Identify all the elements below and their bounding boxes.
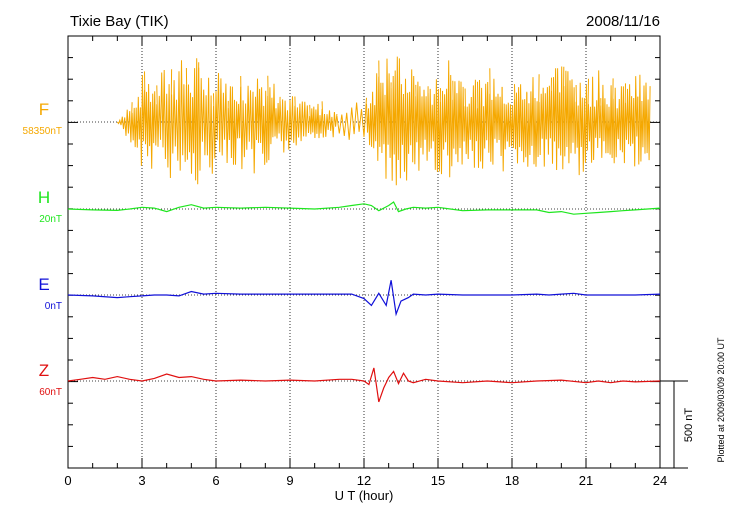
scale-bar-label: 500 nT	[683, 408, 695, 443]
x-tick-labels: 0 3 6 9 12 15 18 21 24	[64, 473, 667, 488]
series-baseline-Z: 60nT	[39, 387, 62, 398]
series-F-segment	[538, 77, 552, 167]
series-name-H: H	[38, 188, 50, 207]
series-layer	[67, 56, 661, 403]
x-axis-label: U T (hour)	[335, 488, 394, 503]
series-labels: F 58350nT H 20nT E 0nT Z 60nT	[23, 100, 62, 398]
series-F-segment	[501, 86, 515, 172]
series-F-segment	[489, 68, 503, 165]
series-baseline-E: 0nT	[45, 301, 62, 312]
series-F-segment	[198, 67, 214, 174]
series-F-segment	[156, 69, 173, 179]
series-F-segment	[551, 66, 565, 171]
series-F-segment	[464, 79, 478, 168]
series-F-segment	[321, 101, 338, 138]
chart-title: Tixie Bay (TIK)	[70, 13, 169, 30]
series-name-F: F	[39, 100, 49, 119]
series-F-segment	[185, 58, 200, 185]
series-F-segment	[452, 80, 466, 165]
x-tick-label-12: 12	[357, 473, 371, 488]
series-F-segment	[588, 70, 602, 163]
series-F-segment	[294, 96, 311, 146]
series-F-segment	[637, 74, 651, 165]
x-tick-label-15: 15	[431, 473, 445, 488]
series-F	[116, 56, 651, 186]
series-F-segment	[415, 81, 429, 171]
x-tick-label-18: 18	[505, 473, 519, 488]
scale-bar: 500 nT	[660, 380, 695, 469]
plotted-at-note: Plotted at 2009/03/09 20:00 UT	[716, 337, 726, 463]
series-F-segment	[440, 60, 454, 178]
series-F-segment	[625, 76, 639, 167]
series-F-segment	[378, 58, 392, 179]
series-F-segment	[390, 56, 404, 186]
series-F-segment	[403, 69, 417, 181]
series-baseline-F: 58350nT	[23, 126, 62, 137]
x-tick-label-24: 24	[653, 473, 667, 488]
series-F-segment	[366, 73, 380, 161]
series-F-segment	[227, 86, 242, 165]
series-F-segment	[213, 72, 229, 164]
axis-ticks	[67, 35, 661, 468]
series-F-segment	[563, 70, 577, 164]
series-name-E: E	[38, 275, 49, 294]
series-F-segment	[116, 102, 133, 143]
series-F-segment	[526, 74, 540, 167]
x-tick-label-6: 6	[212, 473, 219, 488]
series-F-segment	[514, 84, 528, 164]
series-F-segment	[267, 75, 281, 161]
series-F-segment	[427, 79, 441, 172]
chart-date: 2008/11/16	[586, 13, 660, 30]
x-tick-label-21: 21	[579, 473, 593, 488]
series-F-segment	[171, 60, 187, 171]
series-F-segment	[255, 78, 269, 165]
series-F-segment	[279, 96, 296, 153]
series-name-Z: Z	[39, 361, 49, 380]
series-E	[67, 280, 661, 317]
series-F-segment	[144, 71, 158, 169]
x-tick-label-9: 9	[286, 473, 293, 488]
series-F-segment	[309, 103, 323, 139]
series-F-segment	[131, 75, 145, 166]
series-F-segment	[336, 97, 367, 140]
series-H	[67, 201, 661, 215]
x-tick-label-3: 3	[138, 473, 145, 488]
series-baseline-H: 20nT	[39, 214, 62, 225]
series-F-segment	[240, 75, 256, 174]
x-tick-label-0: 0	[64, 473, 71, 488]
series-Z	[67, 367, 661, 403]
series-F-segment	[612, 83, 626, 164]
series-F-segment	[575, 78, 589, 176]
series-F-segment	[600, 78, 614, 159]
series-F-segment	[477, 79, 491, 169]
